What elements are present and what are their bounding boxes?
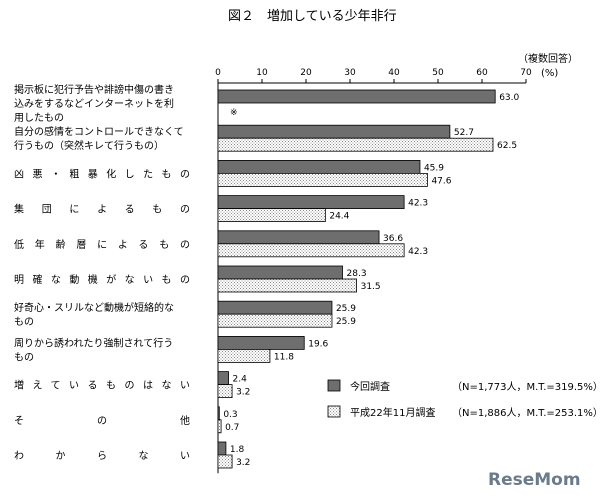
category-labels: 掲示板に犯行予告や誹謗中傷の書き込みをするなどインターネットを利用したもの自分の… xyxy=(14,83,190,462)
value-label-previous: 11.8 xyxy=(274,352,294,362)
value-label-previous: 3.2 xyxy=(236,458,250,468)
legend-sample-current: （N=1,773人，M.T.=319.5%） xyxy=(452,381,602,393)
bar-current xyxy=(217,371,229,386)
bar-current xyxy=(217,441,227,456)
x-axis-ticks: 0 10 20 30 40 50 60 70 xyxy=(215,68,532,83)
value-label-current: 25.9 xyxy=(336,304,356,314)
value-label-current: 42.3 xyxy=(408,199,428,209)
legend: 今回調査 （N=1,773人，M.T.=319.5%） 平成22年11月調査 （… xyxy=(327,379,602,419)
x-tick-label: 0 xyxy=(215,68,221,78)
value-labels: 63.0 ※ 52.7 62.5 45.9 47.6 42.3 24.4 36.6 42.3 28.… xyxy=(223,93,519,468)
x-tick-label: 40 xyxy=(388,68,400,78)
watermark-text: ReseMom xyxy=(488,470,581,490)
x-tick-label: 50 xyxy=(432,68,444,78)
bar-previous xyxy=(217,419,222,434)
bar-previous xyxy=(217,313,333,328)
legend-swatch-previous xyxy=(327,405,341,418)
value-label-current: 0.3 xyxy=(223,410,237,420)
value-label-current: 1.8 xyxy=(230,445,245,455)
category-label: 行うもの（突然キレて行うもの） xyxy=(14,139,164,152)
bar-current xyxy=(217,159,421,174)
value-label-previous: 25.9 xyxy=(336,317,356,327)
value-label-previous: 62.5 xyxy=(497,141,517,151)
value-label-current: 45.9 xyxy=(424,163,444,173)
value-label-current: 63.0 xyxy=(499,93,519,103)
bar-previous xyxy=(217,172,428,187)
bars xyxy=(217,83,496,474)
bar-current xyxy=(217,124,451,139)
category-label: 周りから誘われたり強制されて行う xyxy=(14,336,173,349)
bar-previous xyxy=(217,454,233,469)
bar-previous xyxy=(217,348,271,363)
value-label-previous: 3.2 xyxy=(236,388,250,398)
category-label: 自分の感情をコントロールできなくて xyxy=(14,125,184,138)
value-label-previous: 47.6 xyxy=(431,176,451,186)
value-label-current: 2.4 xyxy=(233,375,248,385)
category-label: その他 xyxy=(14,414,190,427)
bar-current xyxy=(217,300,333,315)
bar-current xyxy=(217,265,343,280)
x-tick-label: 20 xyxy=(300,68,312,78)
bar-previous xyxy=(217,384,233,399)
category-label: わからない xyxy=(14,450,190,462)
x-tick-label: 60 xyxy=(476,68,488,78)
resemom-logo: ReseMom xyxy=(488,470,581,490)
category-label: 低年齢層によるもの xyxy=(14,238,190,251)
category-label: 掲示板に犯行予告や誹謗中傷の書き xyxy=(14,83,174,96)
value-label-current: 36.6 xyxy=(383,234,403,244)
legend-sample-previous: （N=1,886人，M.T.=253.1%） xyxy=(452,407,602,419)
bar-current xyxy=(217,406,220,421)
category-label: 増えているものはない xyxy=(14,379,190,392)
category-label: 凶悪・粗暴化したもの xyxy=(14,167,190,180)
category-label: 明確な動機がないもの xyxy=(14,273,190,286)
bar-previous xyxy=(217,137,494,152)
value-label-previous: 42.3 xyxy=(408,247,428,257)
value-label-current: 19.6 xyxy=(308,339,328,349)
unit-label: (%) xyxy=(541,68,558,79)
value-label-previous: 31.5 xyxy=(361,282,381,292)
multiple-answer-note: （複数回答） xyxy=(518,52,578,65)
bar-current xyxy=(217,230,380,245)
legend-label-previous: 平成22年11月調査 xyxy=(350,406,435,419)
category-label: もの xyxy=(14,351,34,363)
legend-swatch-current xyxy=(327,379,341,392)
bar-current xyxy=(217,89,496,104)
bar-current xyxy=(217,335,305,350)
bar-previous xyxy=(217,278,358,293)
x-tick-label: 10 xyxy=(256,68,268,78)
category-label: もの xyxy=(14,316,34,328)
category-label: 好奇心・スリルなど動機が短絡的な xyxy=(14,301,174,314)
chart-title: 図２ 増加している少年非行 xyxy=(228,9,397,24)
bar-previous xyxy=(217,208,326,223)
legend-label-current: 今回調査 xyxy=(350,380,390,393)
value-label-previous-note: ※ xyxy=(230,108,238,118)
x-tick-label: 70 xyxy=(520,68,532,78)
category-label: 集団によるもの xyxy=(14,203,190,216)
x-tick-label: 30 xyxy=(344,68,356,78)
bar-previous xyxy=(217,243,405,258)
value-label-previous: 24.4 xyxy=(329,212,349,222)
category-label: 用したもの xyxy=(14,112,64,124)
value-label-current: 28.3 xyxy=(347,269,367,279)
value-label-current: 52.7 xyxy=(454,128,474,138)
value-label-previous: 0.7 xyxy=(225,423,239,433)
category-label: 込みをするなどインターネットを利 xyxy=(14,98,174,110)
bar-current xyxy=(217,195,405,210)
